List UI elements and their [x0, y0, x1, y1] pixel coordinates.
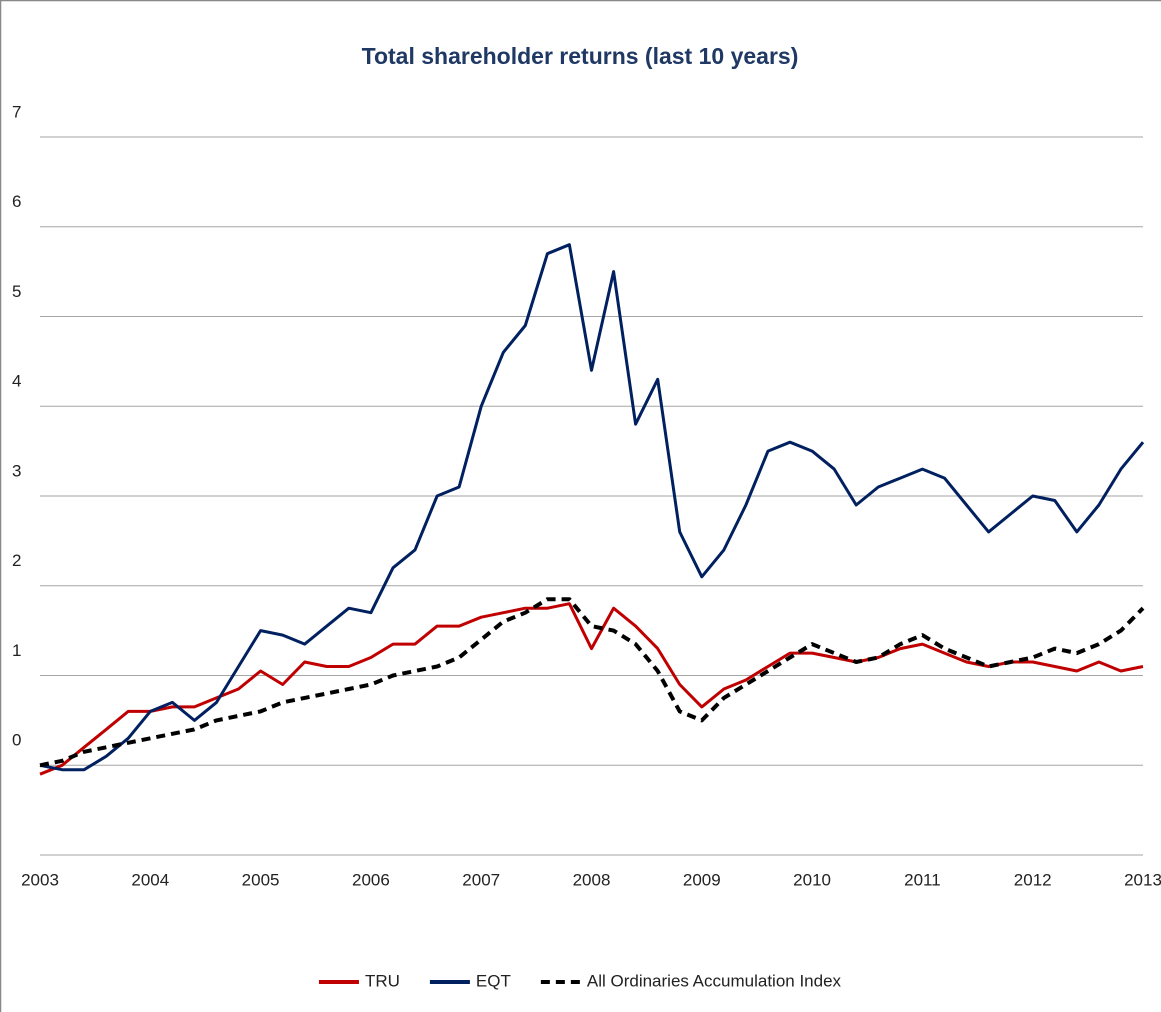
y-tick-label: 1	[12, 641, 21, 660]
series-line	[39, 602, 1144, 776]
x-tick-label: 2004	[131, 870, 169, 889]
y-tick-label: 7	[12, 102, 21, 121]
legend-label: All Ordinaries Accumulation Index	[587, 971, 842, 990]
chart-title: Total shareholder returns (last 10 years…	[362, 43, 799, 69]
x-tick-label: 2013	[1124, 870, 1161, 889]
y-tick-label: 3	[12, 461, 21, 480]
legend-label: TRU	[365, 971, 400, 990]
series-line	[39, 243, 1145, 772]
y-tick-label: 6	[12, 192, 21, 211]
x-tick-label: 2007	[462, 870, 500, 889]
x-tick-label: 2008	[573, 870, 611, 889]
x-tick-label: 2010	[793, 870, 831, 889]
y-tick-label: 5	[12, 282, 21, 301]
x-tick-label: 2012	[1014, 870, 1052, 889]
x-tick-label: 2005	[242, 870, 280, 889]
y-tick-label: 2	[12, 551, 21, 570]
y-tick-label: 4	[12, 372, 21, 391]
y-tick-label: 0	[12, 731, 21, 750]
series-line	[39, 597, 1145, 768]
x-tick-label: 2003	[21, 870, 59, 889]
x-tick-label: 2009	[683, 870, 721, 889]
legend-label: EQT	[476, 971, 511, 990]
x-tick-label: 2011	[904, 870, 941, 889]
x-tick-label: 2006	[352, 870, 390, 889]
